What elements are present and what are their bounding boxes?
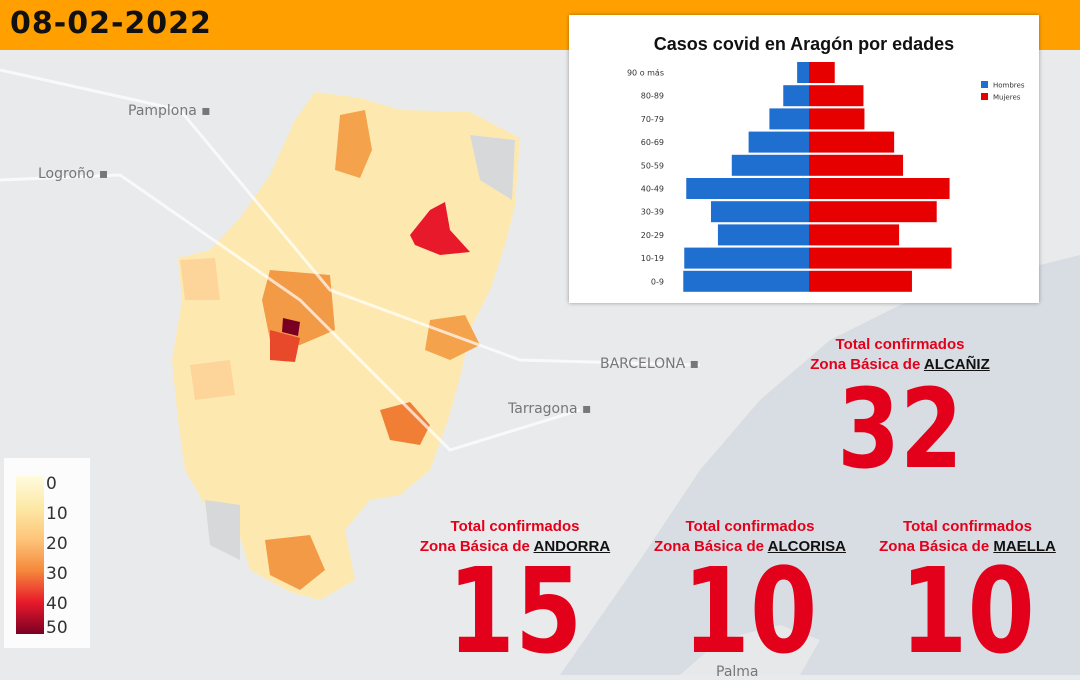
legend-tick: 30 — [46, 564, 68, 584]
y-tick-label: 70-79 — [641, 115, 664, 124]
bar-hombres — [748, 131, 809, 153]
zone-total-alcorisa: Total confirmados Zona Básica de ALCORIS… — [630, 517, 870, 671]
y-tick-label: 30-39 — [641, 208, 664, 217]
y-tick-label: 10-19 — [641, 254, 664, 263]
bar-mujeres — [809, 224, 900, 246]
zone-red-northeast — [410, 202, 470, 255]
legend-tick: 40 — [46, 594, 68, 614]
zone-total-alcaniz: Total confirmados Zona Básica de ALCAÑIZ… — [780, 335, 1020, 489]
city-label-logrono: Logroño ▪ — [38, 166, 109, 182]
zone-total-maella: Total confirmados Zona Básica de MAELLA … — [855, 517, 1080, 671]
bar-hombres — [717, 224, 809, 246]
age-pyramid-chart: Casos covid en Aragón por edades 90 o más… — [627, 34, 1025, 292]
zone-count: 32 — [837, 365, 963, 493]
zone-line1: Total confirmados — [685, 518, 815, 535]
legend-swatch — [981, 93, 988, 100]
color-scale-bar — [16, 476, 44, 634]
y-tick-label: 20-29 — [641, 231, 664, 240]
report-date: 08-02-2022 — [10, 6, 212, 41]
bar-hombres — [684, 247, 809, 269]
bar-mujeres — [809, 178, 950, 199]
zone-zaragoza — [262, 270, 335, 345]
y-tick-label: 80-89 — [641, 92, 664, 101]
zone-name: ALCAÑIZ — [923, 356, 990, 373]
zone-line2: Zona Básica de ALCORISA — [653, 538, 846, 555]
zone-name: ANDORRA — [533, 538, 611, 555]
zone-line2: Zona Básica de ALCAÑIZ — [810, 356, 990, 373]
y-tick-label: 40-49 — [641, 185, 664, 194]
bar-mujeres — [809, 154, 904, 176]
zone-line1: Total confirmados — [835, 336, 965, 353]
zone-count: 15 — [447, 542, 583, 680]
bar-mujeres — [809, 62, 835, 83]
legend-tick: 20 — [46, 534, 68, 554]
bar-mujeres — [809, 270, 912, 292]
y-tick-label: 90 o más — [627, 69, 664, 78]
zone-name: ALCORISA — [767, 538, 846, 555]
road-line — [0, 68, 701, 367]
zone-red-center — [270, 330, 300, 362]
y-tick-label: 0-9 — [651, 277, 664, 286]
zone-light-west — [180, 258, 220, 300]
bar-mujeres — [809, 247, 952, 269]
zone-zaragoza-core — [282, 318, 300, 336]
zone-count: 10 — [900, 542, 1035, 680]
bar-hombres — [769, 108, 809, 130]
zone-light-southwest — [190, 360, 235, 400]
zone-line2: Zona Básica de ANDORRA — [419, 538, 611, 555]
city-label-pamplona: Pamplona ▪ — [128, 103, 211, 119]
bar-hombres — [686, 178, 809, 199]
road-line — [0, 173, 581, 452]
zone-grey-north — [470, 135, 515, 200]
sea-area — [560, 255, 1080, 675]
bar-hombres — [731, 154, 809, 176]
zone-count: 10 — [682, 542, 818, 680]
y-tick-label: 50-59 — [641, 161, 664, 170]
legend-tick: 10 — [46, 504, 68, 524]
legend-tick: 0 — [46, 474, 57, 494]
bar-mujeres — [809, 108, 865, 130]
zone-name: MAELLA — [993, 538, 1056, 555]
zone-orange-south — [265, 535, 325, 590]
chart-title: Casos covid en Aragón por edades — [654, 34, 954, 54]
zone-orange-alcaniz — [380, 402, 430, 445]
zone-line1: Total confirmados — [450, 518, 580, 535]
age-pyramid-chart-panel: Casos covid en Aragón por edades 90 o más… — [569, 15, 1039, 303]
legend-swatch — [981, 81, 988, 88]
bar-mujeres — [809, 85, 864, 107]
color-scale-legend: 0 10 20 30 40 50 — [4, 458, 90, 648]
zone-line2: Zona Básica de MAELLA — [879, 538, 1056, 555]
zone-total-andorra: Total confirmados Zona Básica de ANDORRA… — [395, 517, 635, 671]
zone-orange-east — [425, 315, 480, 360]
bar-hombres — [710, 201, 809, 223]
bar-mujeres — [809, 131, 895, 153]
city-label-barcelona: BARCELONA ▪ — [600, 356, 700, 372]
legend-label: Hombres — [993, 82, 1025, 90]
zone-orange-north — [335, 110, 372, 178]
zone-grey-south — [205, 500, 240, 560]
bar-hombres — [783, 85, 809, 107]
legend-tick: 50 — [46, 618, 68, 638]
bar-mujeres — [809, 201, 937, 223]
bar-hombres — [683, 270, 809, 292]
y-tick-label: 60-69 — [641, 138, 664, 147]
bar-hombres — [797, 62, 809, 83]
legend-label: Mujeres — [993, 94, 1021, 102]
zone-line1: Total confirmados — [903, 518, 1032, 535]
city-label-tarragona: Tarragona ▪ — [508, 401, 592, 417]
island-area — [680, 625, 820, 675]
